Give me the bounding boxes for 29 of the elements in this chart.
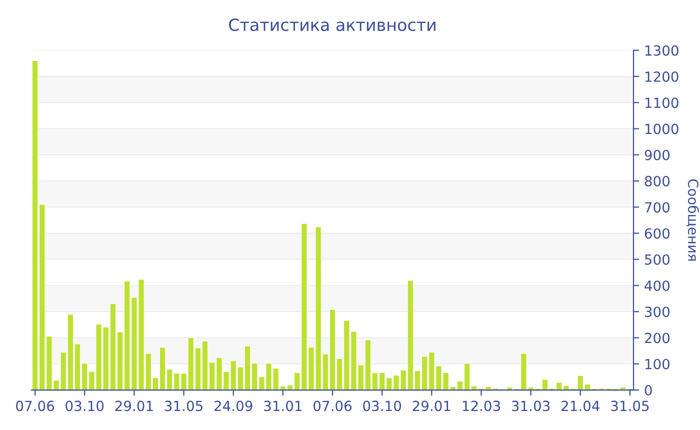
y-tick-label: 1200	[645, 71, 678, 82]
y-tick-label: 700	[645, 202, 670, 213]
y-tick-label: 300	[644, 306, 670, 318]
y-tick-label: 500	[644, 254, 670, 265]
x-tick-label: 29.01	[412, 400, 450, 412]
x-tick-label: 31.01	[264, 400, 302, 412]
y-tick-label: 800	[644, 176, 670, 186]
y-tick-label: 1100	[645, 98, 678, 108]
x-tick-label: 31.05	[164, 400, 202, 412]
y-tick-label: 200	[644, 332, 670, 344]
y-tick-label: 600	[644, 228, 670, 239]
x-tick-label: 31.05	[611, 400, 649, 412]
y-tick-label: 1000	[645, 124, 678, 134]
x-tick-label: 07.06	[314, 400, 352, 412]
x-tick-label: 03.10	[66, 400, 104, 412]
y-axis-title: Сообщения	[686, 179, 699, 261]
x-tick-label: 31.03	[512, 400, 550, 412]
y-tick-label: 0	[644, 384, 652, 396]
y-tick-label: 400	[644, 280, 670, 291]
x-tick-label: 12.03	[462, 400, 500, 412]
x-tick-label: 24.09	[214, 400, 252, 412]
x-tick-label: 03.10	[363, 400, 402, 412]
chart-title: Статистика активности	[229, 18, 436, 32]
y-tick-label: 900	[644, 150, 670, 160]
y-tick-label: 1300	[645, 45, 678, 56]
y-tick-label: 100	[645, 358, 670, 370]
x-tick-label: 29.01	[115, 400, 153, 412]
x-tick-label: 07.06	[16, 400, 54, 412]
x-tick-label: 21.04	[562, 400, 600, 412]
